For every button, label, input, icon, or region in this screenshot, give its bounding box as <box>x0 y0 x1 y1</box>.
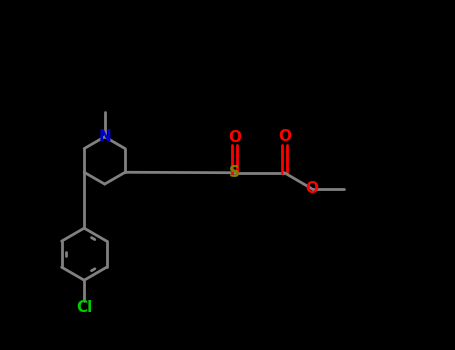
Text: O: O <box>228 130 241 145</box>
Text: N: N <box>98 129 111 144</box>
Text: O: O <box>278 129 291 144</box>
Text: Cl: Cl <box>76 300 92 315</box>
Text: S: S <box>229 165 240 180</box>
Text: O: O <box>305 181 318 196</box>
